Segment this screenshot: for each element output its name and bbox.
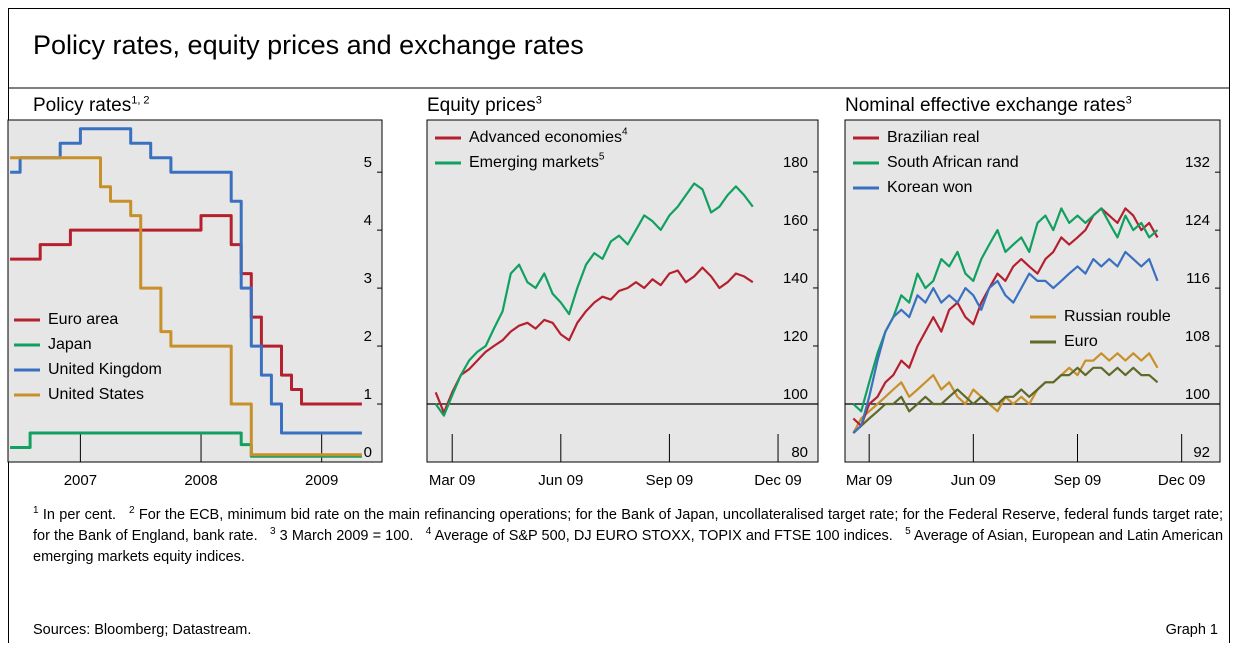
legend-label: South African rand [887,154,1019,171]
y-tick-label: 160 [783,212,808,229]
y-tick-label: 108 [1185,328,1210,345]
panel-title-note: 3 [1126,94,1132,106]
legend-label-text: Korean won [887,179,972,196]
panel-title: Equity prices3 [427,94,542,116]
legend-label-note: 5 [599,151,605,162]
panel-title-text: Equity prices [427,95,536,116]
x-tick-label: Sep 09 [646,472,694,489]
y-tick-label: 124 [1185,212,1210,229]
legend-label-text: United Kingdom [48,361,162,378]
y-tick-label: 140 [783,270,808,287]
y-tick-label: 2 [364,328,372,345]
footnote-text: 3 March 2009 = 100. [279,528,414,544]
footnote-mark: 2 [128,505,135,516]
x-tick-label: Sep 09 [1054,472,1102,489]
panel-title-note: 1, 2 [131,94,149,106]
footnote-mark: 1 [33,505,39,516]
legend-label-text: United States [48,386,144,403]
x-tick-label: Mar 09 [846,472,893,489]
footnotes: 1 In per cent. 2 For the ECB, minimum bi… [33,505,1223,568]
legend-label-text: Advanced economies [469,129,622,146]
legend-label-text: Brazilian real [887,129,979,146]
legend-label-text: South African rand [887,154,1019,171]
series-line [852,207,1159,427]
x-tick-label: Dec 09 [1158,472,1206,489]
footnote-mark: 4 [425,526,432,537]
plot-border [426,119,819,463]
y-tick-label: 4 [364,212,372,229]
legend-label: Japan [48,336,92,353]
footnote-text: In per cent. [42,507,117,523]
legend-label: Russian rouble [1064,308,1171,325]
footnote-text: Average of Asian, European and Latin Ame… [33,528,1224,565]
legend-label: Advanced economies4 [469,126,628,146]
y-tick-label: 80 [791,444,808,461]
legend-label-text: Emerging markets [469,154,599,171]
series-line [852,366,1159,434]
y-tick-label: 0 [364,444,372,461]
plot-border [844,119,1221,463]
legend-label-text: Euro area [48,311,118,328]
page-title: Policy rates, equity prices and exchange… [33,30,584,60]
y-tick-label: 5 [364,154,372,171]
series-line [10,127,362,435]
legend-label: United Kingdom [48,361,162,378]
x-tick-label: Jun 09 [538,472,583,489]
y-tick-label: 180 [783,154,808,171]
legend-label: Korean won [887,179,972,196]
x-tick-label: 2009 [305,472,338,489]
plot-area [845,120,1220,462]
x-tick-label: 2007 [64,472,97,489]
y-tick-label: 100 [783,386,808,403]
charts: Policy rates, equity prices and exchange… [7,30,1230,489]
series-line [434,266,754,414]
footnote-text: For the ECB, minimum bid rate on the mai… [33,507,1224,544]
series-line [852,207,1159,413]
plot-area [427,120,818,462]
panel-title-note: 3 [536,94,542,106]
sources: Sources: Bloomberg; Datastream. [33,622,252,638]
y-tick-label: 116 [1186,270,1210,287]
legend-label: Euro area [48,311,118,328]
y-tick-label: 92 [1193,444,1210,461]
series-line [852,250,1159,434]
y-tick-label: 1 [364,386,372,403]
legend-label: Brazilian real [887,129,979,146]
footnote-mark: 3 [269,526,276,537]
panel-title: Policy rates1, 2 [33,94,150,116]
y-tick-label: 100 [1185,386,1210,403]
graph-label: Graph 1 [1165,622,1218,638]
legend-label-note: 4 [622,126,628,137]
panel-title-text: Policy rates [33,95,131,116]
legend-label: United States [48,386,144,403]
legend-label-text: Japan [48,336,92,353]
series-line [434,182,754,417]
series-line [10,214,362,406]
x-tick-label: 2008 [184,472,217,489]
legend-label-text: Russian rouble [1064,308,1171,325]
x-tick-label: Jun 09 [951,472,996,489]
y-tick-label: 3 [364,270,372,287]
x-tick-label: Mar 09 [429,472,476,489]
legend-label: Emerging markets5 [469,151,605,171]
footnote-text: Average of S&P 500, DJ EURO STOXX, TOPIX… [434,528,893,544]
legend-label: Euro [1064,333,1098,350]
y-tick-label: 132 [1185,154,1210,171]
footnote-mark: 5 [905,526,911,537]
plot-border [7,119,383,463]
y-tick-label: 120 [783,328,808,345]
panel-title: Nominal effective exchange rates3 [845,94,1132,116]
legend-label-text: Euro [1064,333,1098,350]
panel-title-text: Nominal effective exchange rates [845,95,1126,116]
x-tick-label: Dec 09 [754,472,802,489]
series-line [10,156,362,457]
